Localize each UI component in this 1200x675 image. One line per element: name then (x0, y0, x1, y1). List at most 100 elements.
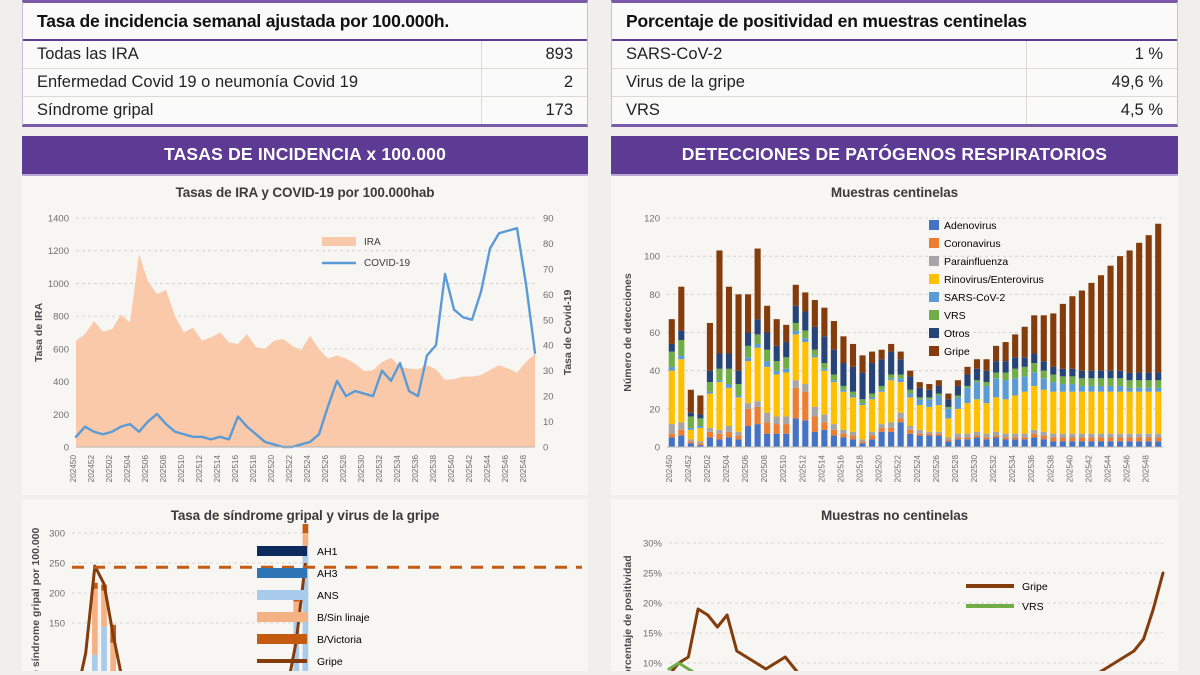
svg-text:202450: 202450 (665, 455, 674, 483)
svg-text:40: 40 (543, 341, 554, 352)
svg-text:202508: 202508 (760, 455, 769, 483)
chart-title: Tasas de IRA y COVID-19 por 100.000hab (175, 185, 435, 200)
svg-text:Gripe: Gripe (317, 656, 343, 668)
left-column: Tasa de incidencia semanal ajustada por … (22, 0, 588, 675)
svg-text:202516: 202516 (231, 455, 240, 483)
svg-text:202548: 202548 (519, 455, 528, 483)
chart-title: Tasa de síndrome gripal y virus de la gr… (170, 508, 440, 523)
svg-text:B/Sin linaje: B/Sin linaje (317, 612, 370, 624)
svg-text:B/Victoria: B/Victoria (317, 634, 362, 646)
table-row: Síndrome gripal 173 (23, 97, 587, 124)
row-label: Virus de la gripe (612, 69, 1027, 96)
svg-text:AH3: AH3 (317, 568, 338, 580)
svg-text:200: 200 (53, 410, 69, 421)
row-label: Síndrome gripal (23, 97, 482, 124)
svg-text:Tasa de síndrome gripal por 10: Tasa de síndrome gripal por 100.000 (30, 527, 42, 671)
svg-text:40: 40 (649, 366, 660, 377)
svg-text:202502: 202502 (105, 455, 114, 483)
incidence-summary-table: Tasa de incidencia semanal ajustada por … (22, 0, 588, 127)
svg-text:202526: 202526 (321, 455, 330, 483)
svg-text:202538: 202538 (429, 455, 438, 483)
positivity-summary-table: Porcentaje de positividad en muestras ce… (611, 0, 1178, 127)
row-label: SARS-CoV-2 (612, 41, 1027, 68)
svg-text:ANS: ANS (317, 590, 339, 602)
svg-text:202528: 202528 (951, 455, 960, 483)
svg-text:202450: 202450 (69, 455, 78, 483)
plot-area-ira-covid: 0 200 400 600 800 1000 1200 1400 0 10 20 30 40 50 60 70… (22, 200, 588, 495)
svg-text:20: 20 (543, 392, 554, 403)
svg-text:IRA: IRA (364, 237, 381, 248)
svg-text:0: 0 (543, 443, 548, 454)
svg-text:202506: 202506 (741, 455, 750, 483)
svg-text:202548: 202548 (1142, 455, 1151, 483)
plot-area-no-centinelas: 10% 15% 20% 25% 30% Porcentaje de positividad… (611, 523, 1178, 671)
svg-text:Tasa de IRA: Tasa de IRA (33, 302, 45, 362)
svg-text:250: 250 (49, 559, 65, 570)
svg-text:600: 600 (53, 344, 69, 355)
svg-text:20%: 20% (643, 599, 663, 610)
svg-text:20: 20 (649, 404, 660, 415)
svg-text:1200: 1200 (48, 246, 69, 257)
svg-text:202534: 202534 (1008, 455, 1017, 483)
svg-text:60: 60 (649, 328, 660, 339)
incidence-summary-title: Tasa de incidencia semanal ajustada por … (23, 3, 587, 41)
svg-text:202512: 202512 (195, 455, 204, 483)
svg-text:25%: 25% (643, 569, 663, 580)
svg-text:202512: 202512 (798, 455, 807, 483)
right-column: Porcentaje de positividad en muestras ce… (611, 0, 1178, 675)
svg-text:Número de detecciones: Número de detecciones (622, 273, 634, 392)
svg-text:202530: 202530 (970, 455, 979, 483)
svg-text:202530: 202530 (357, 455, 366, 483)
svg-text:10%: 10% (643, 659, 663, 670)
svg-text:VRS: VRS (1022, 601, 1044, 613)
svg-text:AH1: AH1 (317, 546, 338, 558)
svg-text:202506: 202506 (141, 455, 150, 483)
svg-text:80: 80 (649, 290, 660, 301)
svg-text:202520: 202520 (267, 455, 276, 483)
svg-text:202510: 202510 (779, 455, 788, 483)
svg-text:150: 150 (49, 619, 65, 630)
chart-sindrome-gripal: Tasa de síndrome gripal y virus de la gr… (22, 499, 588, 671)
svg-text:202518: 202518 (249, 455, 258, 483)
svg-text:Tasa de Covid-19: Tasa de Covid-19 (562, 290, 574, 376)
table-row: VRS 4,5 % (612, 97, 1177, 124)
svg-text:1000: 1000 (48, 279, 69, 290)
svg-text:202510: 202510 (177, 455, 186, 483)
svg-text:Otros: Otros (944, 328, 970, 340)
svg-text:Gripe: Gripe (944, 346, 970, 358)
svg-text:10: 10 (543, 417, 554, 428)
svg-text:202514: 202514 (817, 455, 826, 483)
svg-text:202526: 202526 (932, 455, 941, 483)
svg-text:SARS-CoV-2: SARS-CoV-2 (944, 292, 1005, 304)
svg-text:Adenovirus: Adenovirus (944, 220, 997, 232)
row-value: 49,6 % (1111, 73, 1163, 91)
svg-text:300: 300 (49, 529, 65, 540)
svg-text:202452: 202452 (684, 455, 693, 483)
svg-text:VRS: VRS (944, 310, 966, 322)
svg-text:70: 70 (543, 264, 554, 275)
svg-text:0: 0 (655, 443, 660, 454)
svg-text:30%: 30% (643, 539, 663, 550)
svg-text:Porcentaje de positividad: Porcentaje de positividad (622, 555, 634, 671)
svg-text:Rinovirus/Enterovirus: Rinovirus/Enterovirus (944, 274, 1044, 286)
svg-text:202528: 202528 (339, 455, 348, 483)
svg-text:202544: 202544 (1104, 455, 1113, 483)
row-label: VRS (612, 97, 1027, 124)
svg-text:Coronavirus: Coronavirus (944, 238, 1001, 250)
svg-text:200: 200 (49, 589, 65, 600)
svg-text:202532: 202532 (989, 455, 998, 483)
svg-text:202520: 202520 (875, 455, 884, 483)
svg-text:100: 100 (644, 252, 660, 263)
svg-text:15%: 15% (643, 629, 663, 640)
svg-text:202524: 202524 (303, 455, 312, 483)
svg-text:202522: 202522 (894, 455, 903, 483)
svg-text:50: 50 (543, 315, 554, 326)
svg-text:400: 400 (53, 377, 69, 388)
svg-text:202452: 202452 (87, 455, 96, 483)
row-label: Todas las IRA (23, 41, 482, 68)
svg-text:800: 800 (53, 312, 69, 323)
svg-text:202542: 202542 (465, 455, 474, 483)
svg-text:202538: 202538 (1046, 455, 1055, 483)
svg-text:202542: 202542 (1084, 455, 1093, 483)
